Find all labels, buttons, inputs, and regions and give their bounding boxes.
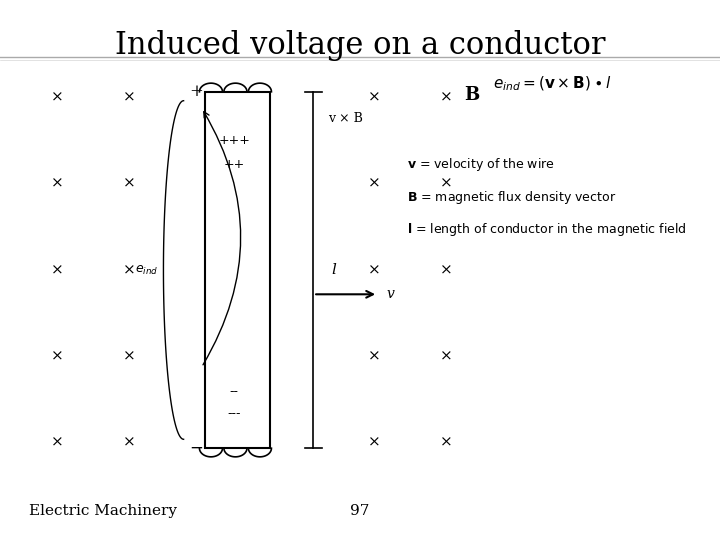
Text: $\mathbf{v}$ = velocity of the wire: $\mathbf{v}$ = velocity of the wire bbox=[407, 156, 554, 173]
Text: ++: ++ bbox=[224, 158, 245, 171]
Text: Electric Machinery: Electric Machinery bbox=[29, 504, 177, 518]
Text: ×: × bbox=[123, 349, 136, 363]
Text: ×: × bbox=[440, 263, 453, 277]
Text: $e_{ind}$: $e_{ind}$ bbox=[135, 264, 158, 276]
Text: ---: --- bbox=[228, 407, 241, 420]
Text: ×: × bbox=[440, 436, 453, 450]
Text: ×: × bbox=[51, 436, 64, 450]
Text: ×: × bbox=[51, 349, 64, 363]
Text: v × B: v × B bbox=[328, 112, 362, 125]
Text: −: − bbox=[189, 440, 204, 457]
Bar bbox=[205, 92, 270, 448]
Text: B: B bbox=[464, 85, 480, 104]
Text: ×: × bbox=[123, 177, 136, 191]
Text: +++: +++ bbox=[218, 134, 251, 147]
Text: ×: × bbox=[123, 90, 136, 104]
Text: $\mathbf{l}$ = length of conductor in the magnetic field: $\mathbf{l}$ = length of conductor in th… bbox=[407, 221, 687, 238]
Text: ×: × bbox=[440, 349, 453, 363]
Text: $e_{ind} = (\mathbf{v} \times \mathbf{B}) \bullet l$: $e_{ind} = (\mathbf{v} \times \mathbf{B}… bbox=[493, 75, 612, 93]
Text: ×: × bbox=[123, 436, 136, 450]
Text: ×: × bbox=[368, 263, 381, 277]
Text: ×: × bbox=[368, 90, 381, 104]
Text: $\mathbf{B}$ = magnetic flux density vector: $\mathbf{B}$ = magnetic flux density vec… bbox=[407, 188, 616, 206]
Text: ×: × bbox=[440, 177, 453, 191]
Text: 97: 97 bbox=[351, 504, 369, 518]
Text: ×: × bbox=[51, 263, 64, 277]
Text: ×: × bbox=[51, 177, 64, 191]
Text: +: + bbox=[189, 83, 204, 100]
Text: l: l bbox=[331, 263, 336, 277]
Text: ×: × bbox=[368, 177, 381, 191]
Text: Induced voltage on a conductor: Induced voltage on a conductor bbox=[114, 30, 606, 60]
Text: ×: × bbox=[368, 436, 381, 450]
Text: ×: × bbox=[51, 90, 64, 104]
Text: v: v bbox=[387, 287, 395, 301]
Text: ×: × bbox=[440, 90, 453, 104]
Text: ×: × bbox=[123, 263, 136, 277]
Text: --: -- bbox=[230, 385, 239, 398]
Text: ×: × bbox=[368, 349, 381, 363]
